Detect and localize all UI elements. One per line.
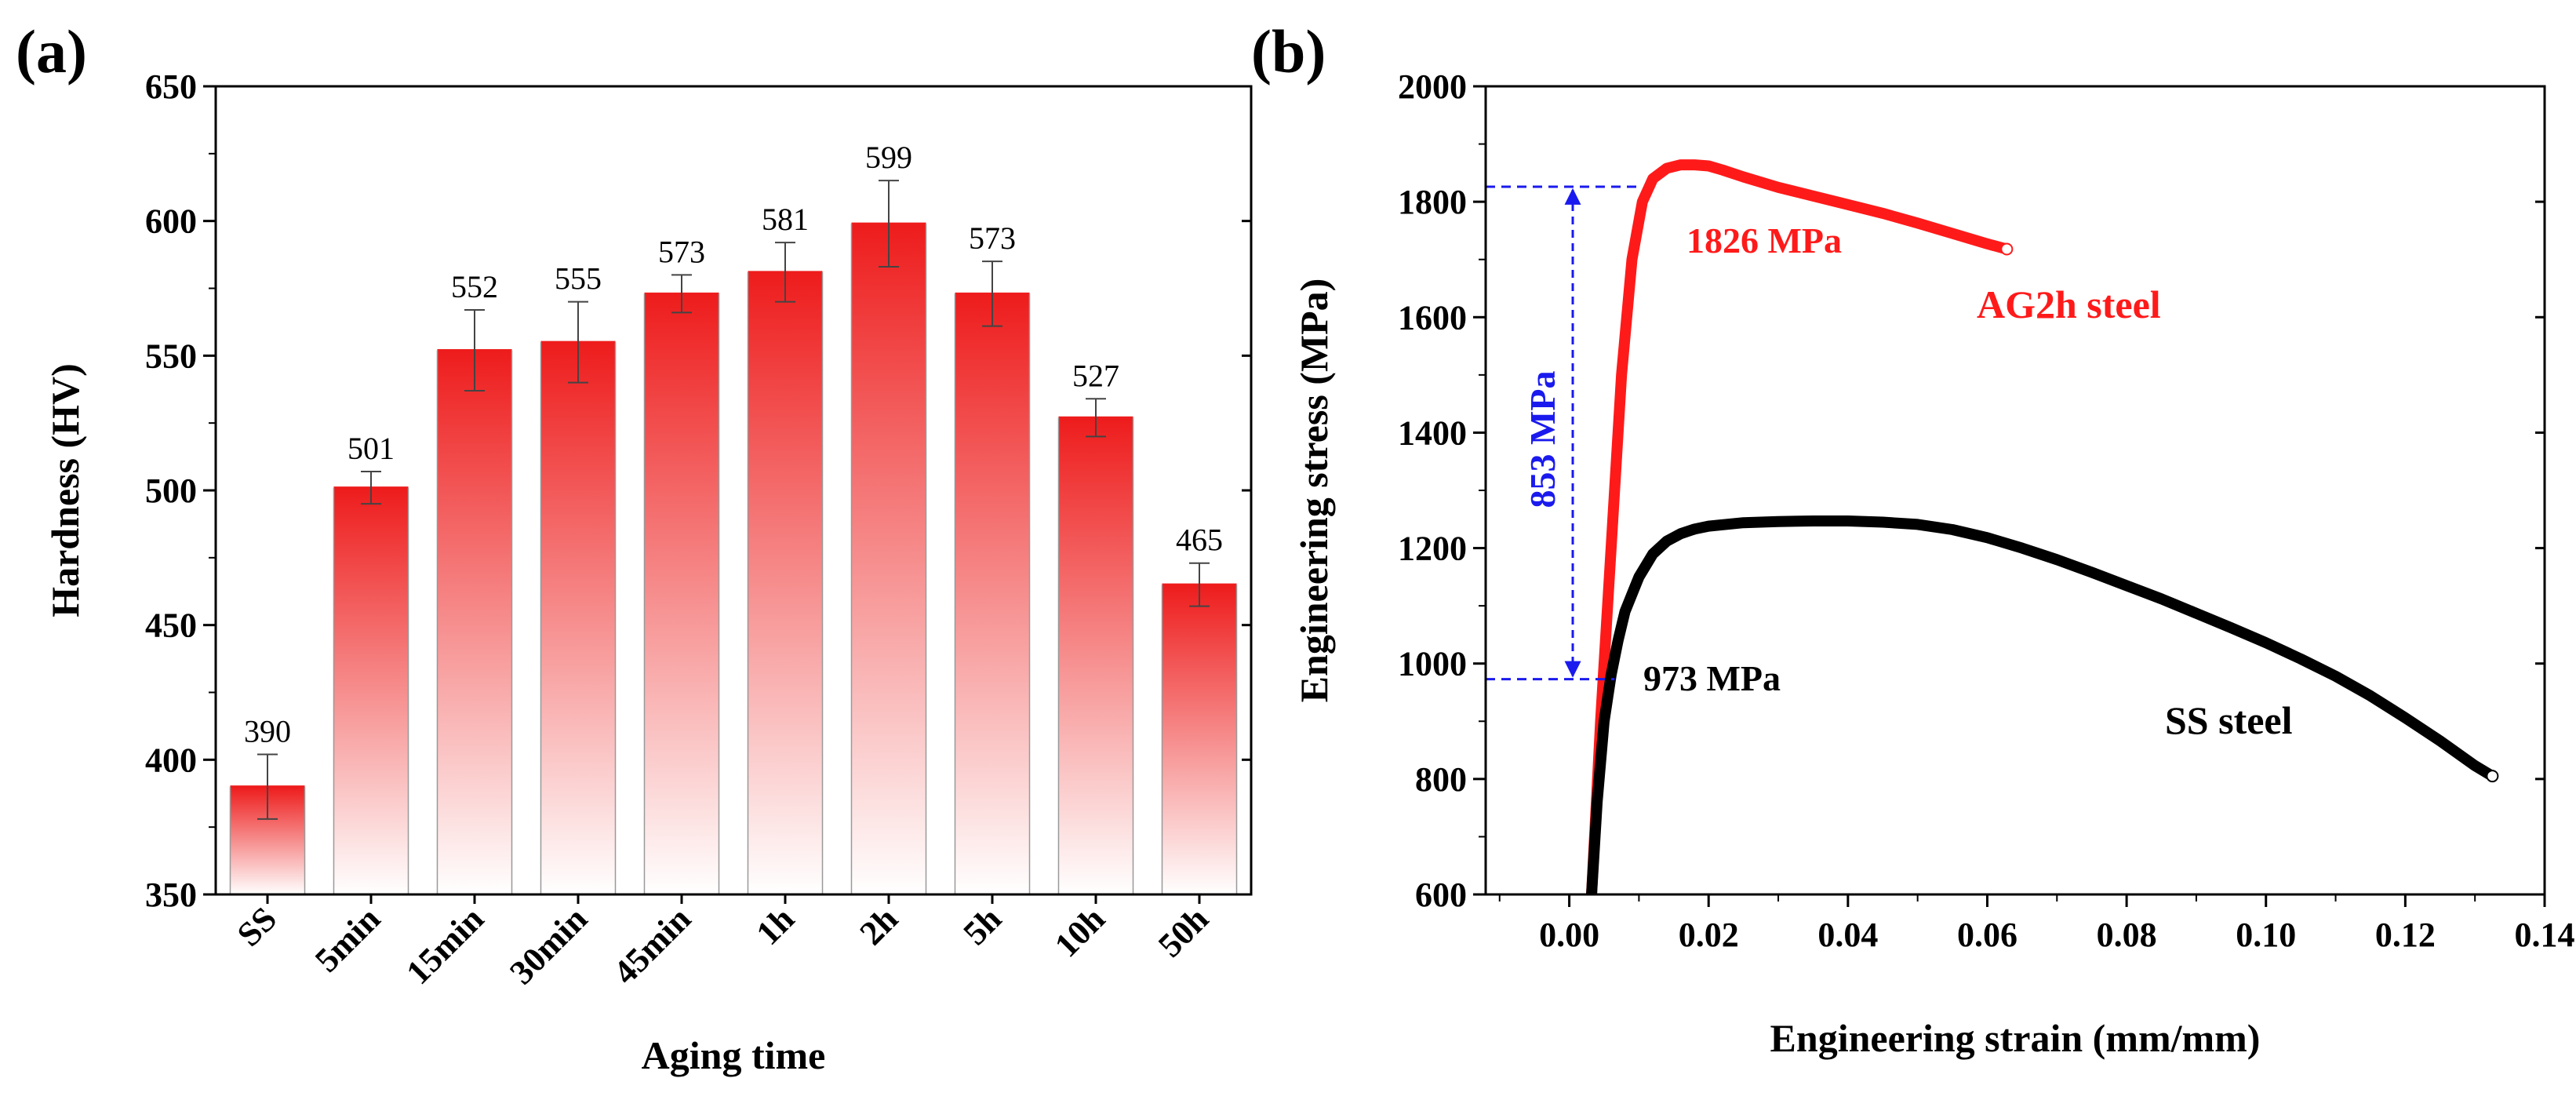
x-tick-label: 0.14 <box>2515 916 2575 954</box>
bar-value-label: 573 <box>658 234 705 269</box>
x-tick-label: 0.02 <box>1679 916 1739 954</box>
x-tick-label: 50h <box>1151 899 1216 964</box>
panel-label-b: (b) <box>1251 17 1326 86</box>
x-tick-label: 0.00 <box>1539 916 1599 954</box>
y-axis-ticks: 350 400 450 500 550 600 650 <box>145 67 1251 914</box>
bar <box>1058 417 1133 894</box>
x-axis-ticks: 0.00 0.02 0.04 0.06 0.08 0.10 0.12 0.14 <box>1498 894 2575 954</box>
bar-value-label: 501 <box>347 431 395 466</box>
hardness-bar-chart: (a) 390 501 552 555 573 581 599 573 527 465 350 40… <box>16 17 1253 1077</box>
y-tick-label: 400 <box>145 741 197 779</box>
bar-value-label: 390 <box>244 713 291 749</box>
bar-value-label: 581 <box>762 202 809 237</box>
annotation-ag2h-steel: AG2h steel <box>1977 282 2161 326</box>
bar-value-label: 552 <box>451 269 498 304</box>
x-tick-label: 2h <box>853 899 906 952</box>
bar-value-label: 573 <box>969 220 1016 256</box>
y-axis-title-b: Engineering stress (MPa) <box>1292 279 1336 703</box>
bars-group <box>229 222 1238 895</box>
x-tick-label: 0.08 <box>2097 916 2157 954</box>
x-tick-label: 0.04 <box>1817 916 1878 954</box>
y-tick-label: 650 <box>145 67 197 106</box>
y-tick-label: 350 <box>145 876 197 914</box>
x-tick-label: SS <box>230 899 284 953</box>
y-tick-label: 800 <box>1415 760 1467 799</box>
x-axis-title-b: Engineering strain (mm/mm) <box>1770 1016 2261 1060</box>
bar-value-labels-group: 390 501 552 555 573 581 599 573 527 465 <box>244 140 1223 749</box>
y-tick-label: 1400 <box>1398 413 1467 452</box>
y-tick-label: 1600 <box>1398 298 1467 337</box>
bar-value-label: 555 <box>555 261 602 297</box>
annotation-ss-steel: SS steel <box>2165 698 2293 742</box>
annotation-yield-ag2h: 1826 MPa <box>1686 220 1842 260</box>
series-end-marker <box>2486 770 2499 783</box>
bar <box>540 342 616 895</box>
y-tick-label: 1200 <box>1398 530 1467 568</box>
annotation-yield-ss: 973 MPa <box>1643 658 1781 698</box>
x-tick-label: 15min <box>398 899 491 992</box>
bar-value-label: 465 <box>1176 523 1223 558</box>
x-tick-label: 0.12 <box>2375 916 2436 954</box>
panel-label-a: (a) <box>16 17 87 86</box>
bar <box>437 350 512 894</box>
x-tick-label: 5min <box>307 899 387 979</box>
x-axis-title-a: Aging time <box>642 1033 826 1077</box>
x-tick-label: 0.10 <box>2236 916 2296 954</box>
bar <box>1162 585 1237 894</box>
y-axis-ticks: 600 800 1000 1200 1400 1600 1800 2000 <box>1398 67 2545 914</box>
bar <box>955 293 1030 894</box>
bar <box>333 487 409 894</box>
x-tick-label: 1h <box>749 899 802 952</box>
bar <box>644 293 719 894</box>
bar-value-label: 527 <box>1072 358 1119 393</box>
y-tick-label: 500 <box>145 472 197 510</box>
error-bars-group <box>257 180 1210 820</box>
y-tick-label: 600 <box>145 202 197 241</box>
series-group <box>1586 159 2499 895</box>
annotation-strength-difference: 853 MPa <box>1523 370 1563 508</box>
bar <box>851 224 926 895</box>
bar <box>748 271 823 894</box>
y-tick-label: 2000 <box>1398 67 1467 106</box>
y-tick-label: 450 <box>145 606 197 645</box>
x-tick-label: 0.06 <box>1957 916 2018 954</box>
y-tick-label: 1000 <box>1398 645 1467 683</box>
series-end-marker <box>2000 242 2014 256</box>
x-tick-label: 30min <box>502 899 595 992</box>
x-tick-label: 45min <box>606 899 698 992</box>
series-line <box>1586 515 2495 895</box>
y-tick-label: 550 <box>145 337 197 375</box>
bar-value-label: 599 <box>865 140 912 175</box>
y-tick-label: 1800 <box>1398 183 1467 221</box>
series-line <box>1586 159 2009 895</box>
x-axis-ticks: SS 5min 15min 30min 45min 1h 2h 5h 10h 50h <box>230 894 1216 992</box>
y-tick-label: 600 <box>1415 876 1467 914</box>
x-tick-label: 10h <box>1047 899 1112 964</box>
x-tick-label: 5h <box>956 899 1010 952</box>
y-axis-title-a: Hardness (HV) <box>43 363 87 617</box>
annotation-lines-group <box>1486 185 1643 681</box>
